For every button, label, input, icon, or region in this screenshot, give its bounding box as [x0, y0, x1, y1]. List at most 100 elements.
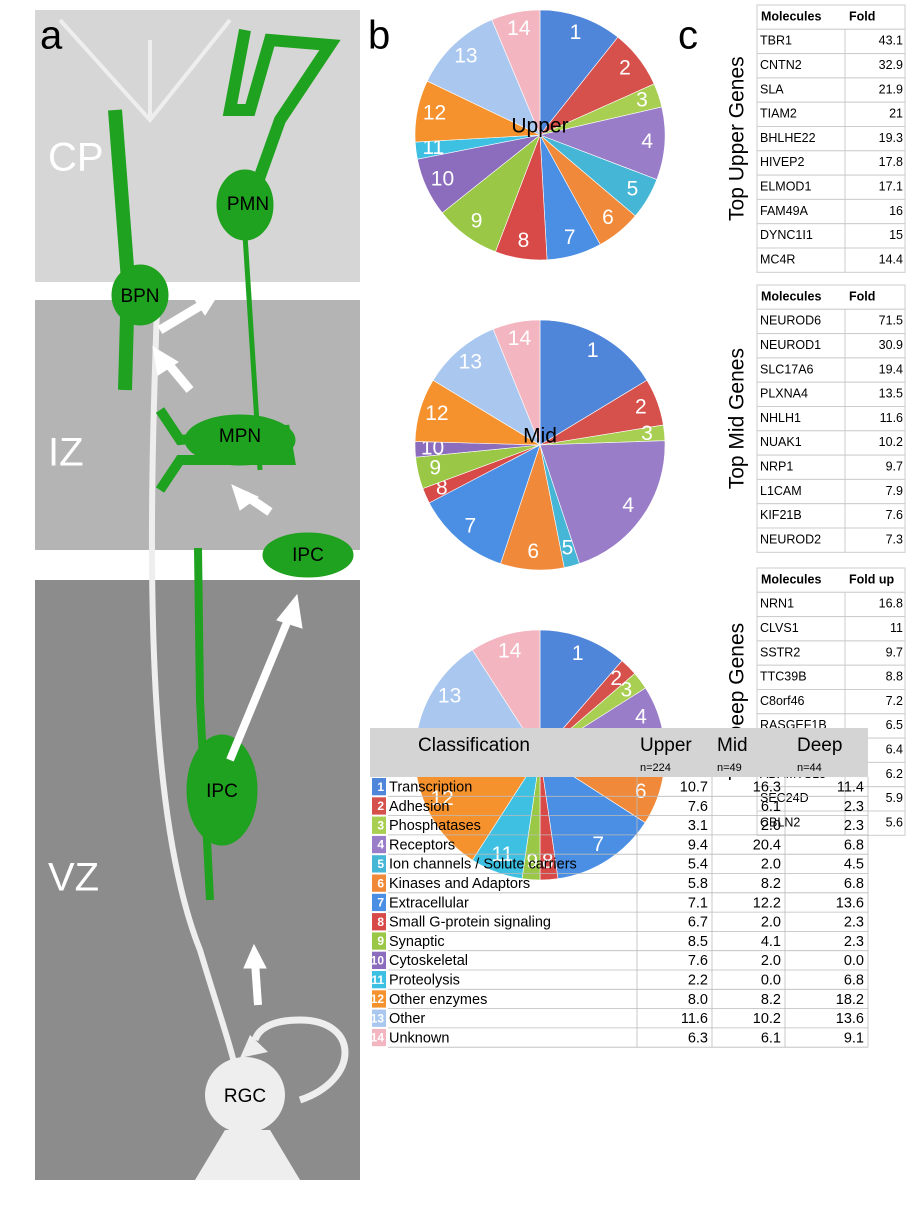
- slice-label: 12: [423, 102, 446, 125]
- pie-slice: [428, 444, 541, 564]
- fold-value: 21.9: [879, 82, 903, 96]
- slice-label: 2: [610, 667, 622, 690]
- table-row: [756, 689, 906, 715]
- class-name: Other enzymes: [389, 992, 487, 1008]
- class-value: 2.0: [761, 818, 781, 834]
- gene-name: TBR1: [760, 34, 792, 48]
- panel-label: a: [40, 14, 63, 58]
- table-row: [756, 616, 906, 642]
- fold-value: 19.3: [879, 131, 903, 145]
- fold-value: 14.4: [879, 252, 903, 266]
- class-name: Kinases and Adaptors: [389, 876, 530, 892]
- slice-label: 4: [641, 130, 653, 153]
- table-header-bg: [756, 4, 906, 30]
- class-value: 8.0: [688, 992, 708, 1008]
- table-row: [756, 150, 906, 176]
- table-row: [756, 527, 906, 553]
- arrowhead: [240, 1035, 268, 1058]
- class-number: 4: [377, 838, 384, 852]
- table-row: [756, 333, 906, 359]
- class-number: 9: [377, 934, 384, 948]
- slice-label: 13: [454, 45, 477, 68]
- class-badge: [372, 855, 386, 873]
- class-badge: [372, 990, 386, 1008]
- class-value: 7.1: [688, 895, 708, 911]
- gene-name: HIVEP2: [760, 155, 805, 169]
- slice-label: 1: [587, 339, 599, 362]
- class-badge: [372, 874, 386, 892]
- cell-label: MPN: [219, 426, 261, 447]
- class-badge: [372, 835, 386, 854]
- self-renew-arrow: [251, 1016, 349, 1104]
- cell-label: PMN: [227, 194, 269, 215]
- fold-value: 10.2: [879, 435, 903, 449]
- class-name: Adhesion: [389, 799, 449, 815]
- class-number: 8: [377, 915, 384, 929]
- class-value: 5.4: [688, 857, 708, 873]
- faint-fibers: [58, 18, 232, 124]
- class-value: 10.7: [680, 779, 708, 795]
- slice-label: 2: [635, 395, 647, 418]
- slice-label: 11: [422, 136, 444, 159]
- table-row: [756, 308, 906, 335]
- class-name: Synaptic: [389, 934, 445, 950]
- table-header: Molecules: [761, 9, 821, 23]
- table-row: [756, 640, 906, 666]
- arrows: [152, 287, 303, 1006]
- fold-value: 13.5: [879, 387, 903, 401]
- class-value: 2.0: [761, 857, 781, 873]
- neurons: [108, 28, 354, 901]
- class-value: 6.1: [761, 1030, 781, 1046]
- slice-label: 3: [636, 88, 648, 111]
- gene-name: KIF21B: [760, 508, 802, 522]
- gene-table: Top Upper Genes Molecules Fold TBR1 43.1 CNTN…: [726, 4, 906, 273]
- table-row: [756, 381, 906, 408]
- class-value: 4.5: [844, 857, 864, 873]
- slice-label: 4: [622, 494, 634, 517]
- gene-name: DYNC1I1: [760, 228, 813, 242]
- gene-name: NEUROD6: [760, 314, 821, 328]
- class-badge: [372, 893, 386, 912]
- slice-label: 6: [602, 206, 614, 229]
- class-value: 12.2: [753, 895, 781, 911]
- class-value: 0.0: [844, 953, 864, 969]
- class-badge: [372, 932, 386, 950]
- fold-value: 7.3: [886, 532, 903, 546]
- gene-name: NUAK1: [760, 435, 802, 449]
- gene-name: SLC17A6: [760, 362, 814, 376]
- pie-label: Upper: [511, 115, 568, 138]
- fold-value: 17.1: [879, 180, 903, 194]
- table-header: Fold up: [849, 572, 894, 586]
- class-value: 8.5: [688, 934, 708, 950]
- table-row: [756, 53, 906, 79]
- slice-label: 9: [429, 457, 441, 480]
- class-value: 6.7: [688, 915, 708, 931]
- rgc-foot: [195, 1130, 300, 1180]
- class-name: Cytoskeletal: [389, 953, 468, 969]
- table-header: Fold: [849, 9, 875, 23]
- class-number: 5: [377, 857, 384, 871]
- pie-slice: [539, 440, 666, 564]
- slice-label: 9: [526, 850, 538, 873]
- fold-value: 5.6: [886, 815, 903, 829]
- slice-label: 8: [436, 476, 448, 499]
- class-number: 13: [371, 1011, 385, 1025]
- class-value: 20.4: [753, 837, 781, 853]
- gene-name: CBLN2: [760, 815, 800, 829]
- class-badge: [372, 971, 386, 989]
- zone-label: CP: [48, 136, 104, 180]
- fold-value: 32.9: [879, 58, 903, 72]
- table-row: [756, 174, 906, 200]
- gene-name: NEUROD1: [760, 338, 821, 352]
- gene-name: SSTR2: [760, 645, 800, 659]
- cell-label: IPC: [206, 781, 238, 802]
- table-row: [756, 77, 906, 103]
- header-bg: [370, 728, 868, 777]
- gene-name: CLVS1: [760, 621, 799, 635]
- class-value: 16.3: [753, 779, 781, 795]
- table-title: Top Upper Genes: [726, 56, 749, 221]
- slice-label: 6: [635, 780, 647, 803]
- gene-name: FAM49A: [760, 204, 809, 218]
